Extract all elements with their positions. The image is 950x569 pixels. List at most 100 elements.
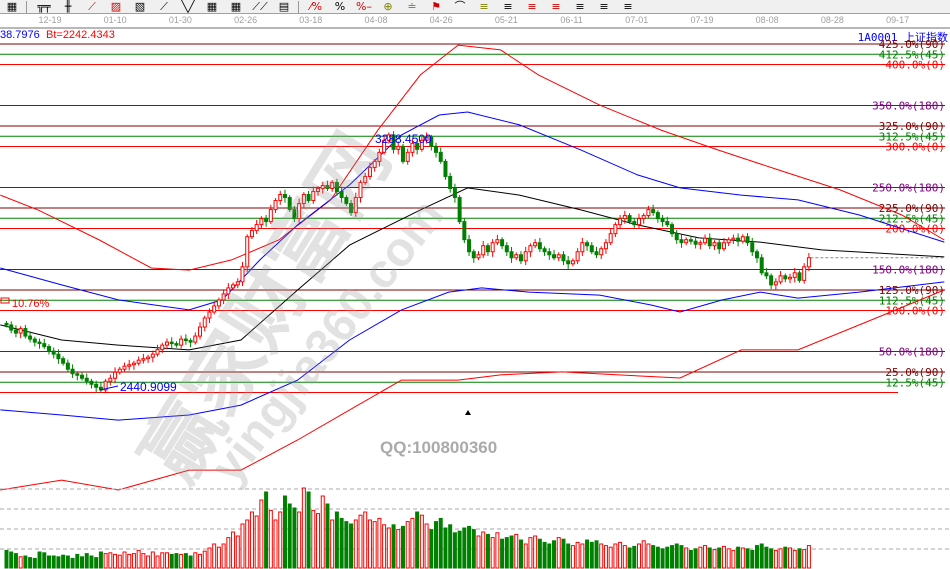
volume-bar bbox=[306, 491, 311, 569]
date-tick-label: 01-30 bbox=[168, 15, 192, 25]
angle-line-icon[interactable]: ⟋ bbox=[160, 0, 168, 13]
candle-body bbox=[306, 194, 311, 202]
candle-body bbox=[122, 365, 127, 370]
volume-bar bbox=[37, 551, 42, 569]
line-b-icon[interactable]: ≡ bbox=[527, 0, 537, 13]
candle-body bbox=[500, 239, 505, 247]
volume-bar bbox=[193, 552, 198, 569]
candle-body bbox=[707, 237, 712, 247]
volume-bar bbox=[594, 540, 599, 569]
candle-body bbox=[608, 233, 613, 244]
volume-bar bbox=[566, 543, 571, 569]
line-e-icon[interactable]: ≡ bbox=[599, 0, 609, 13]
volume-bar bbox=[792, 549, 797, 569]
gann-level-label: 50.0%(180) bbox=[879, 346, 945, 359]
gann-fan-icon[interactable]: ▨ bbox=[110, 0, 122, 13]
cycle-icon[interactable]: ⌒ bbox=[454, 0, 466, 13]
volume-bar bbox=[363, 511, 368, 569]
coin2-icon[interactable]: ≡ bbox=[479, 0, 489, 13]
volume-bar bbox=[84, 553, 89, 569]
candle-body bbox=[537, 242, 542, 250]
candle-body bbox=[514, 254, 519, 259]
volume-bar bbox=[679, 545, 684, 569]
volume-bar bbox=[556, 537, 561, 569]
volume-bar bbox=[282, 495, 287, 569]
percent-change-label: 10.76% bbox=[12, 298, 50, 310]
line-f-icon[interactable]: ≡ bbox=[623, 0, 633, 13]
volume-bar bbox=[396, 529, 401, 569]
candle-body bbox=[155, 349, 160, 355]
candle-body bbox=[42, 343, 47, 348]
volume-bar bbox=[235, 535, 240, 569]
bt-readout: Bt=2242.4343 bbox=[46, 29, 115, 41]
volume-bar bbox=[580, 543, 585, 569]
candle-body bbox=[410, 142, 415, 153]
volume-bar bbox=[80, 556, 85, 569]
wave-icon[interactable]: ╲╱ bbox=[181, 0, 195, 13]
coin-line-icon[interactable]: ≐ bbox=[407, 0, 417, 13]
candle-body bbox=[386, 134, 391, 141]
candle-body bbox=[117, 368, 122, 373]
coin-icon[interactable]: ⊕ bbox=[383, 0, 393, 13]
calendar-icon[interactable]: ▦ bbox=[6, 0, 18, 13]
volume-bar bbox=[339, 517, 344, 569]
indicator-curve bbox=[0, 44, 945, 271]
candle-body bbox=[655, 212, 660, 220]
candle-body bbox=[131, 362, 136, 366]
candle-body bbox=[481, 245, 486, 256]
volume-bar bbox=[89, 555, 94, 569]
candle-body bbox=[169, 341, 174, 345]
percent-red-icon[interactable]: %– bbox=[356, 0, 372, 13]
low-pointer-line bbox=[99, 385, 119, 391]
candle-body bbox=[745, 236, 750, 244]
ruler-icon[interactable]: ╦╤ bbox=[37, 0, 51, 13]
period-icon[interactable]: ╫ bbox=[64, 0, 72, 13]
volume-bar bbox=[358, 514, 363, 569]
candle-body bbox=[391, 134, 396, 150]
volume-bar bbox=[372, 521, 377, 569]
gann-level-label: 412.5%(45) bbox=[879, 48, 945, 61]
marker-icon[interactable]: ⚑ bbox=[431, 0, 441, 13]
candle-body bbox=[448, 175, 453, 189]
candle-body bbox=[249, 230, 254, 238]
volume-bar bbox=[146, 555, 151, 569]
volume-bar bbox=[641, 540, 646, 569]
candle-body bbox=[75, 373, 80, 376]
volume-bar bbox=[51, 555, 56, 569]
volume-bar bbox=[646, 543, 651, 569]
candle-body bbox=[599, 248, 604, 256]
candle-body bbox=[759, 257, 764, 274]
percent-icon[interactable]: % bbox=[334, 0, 346, 13]
volume-bar bbox=[231, 531, 236, 569]
candle-body bbox=[316, 187, 321, 193]
candle-body bbox=[703, 237, 708, 244]
candle-body bbox=[367, 166, 372, 177]
candle-body bbox=[754, 251, 759, 259]
value-readout: 38.7976 bbox=[0, 29, 40, 41]
grid-icon[interactable]: ▦ bbox=[206, 0, 218, 13]
line-d-icon[interactable]: ≡ bbox=[575, 0, 585, 13]
volume-bar bbox=[150, 551, 155, 569]
percent-line-icon[interactable]: ⁄% bbox=[309, 0, 323, 13]
line-a-icon[interactable]: ≡ bbox=[503, 0, 513, 13]
candle-body bbox=[51, 350, 56, 355]
gann-box-icon[interactable]: ▧ bbox=[134, 0, 146, 13]
candle-body bbox=[750, 242, 755, 253]
grid-arrow-icon[interactable]: ▦ bbox=[230, 0, 242, 13]
candle-body bbox=[622, 215, 627, 220]
text-note-icon[interactable]: ▤ bbox=[278, 0, 290, 13]
candle-body bbox=[679, 239, 684, 244]
candle-body bbox=[141, 358, 146, 361]
candle-body bbox=[603, 242, 608, 250]
line-c-icon[interactable]: ≡ bbox=[551, 0, 561, 13]
channel-icon[interactable]: ⟋⟋ bbox=[252, 0, 268, 13]
date-tick-label: 04-26 bbox=[429, 15, 453, 25]
toolbar-separator bbox=[26, 1, 30, 13]
candle-body bbox=[80, 374, 85, 379]
volume-bar bbox=[216, 546, 221, 569]
candle-body bbox=[231, 284, 236, 289]
candle-body bbox=[636, 218, 641, 226]
fan-line-icon[interactable]: ⟋ bbox=[88, 0, 96, 13]
candle-body bbox=[490, 242, 495, 253]
